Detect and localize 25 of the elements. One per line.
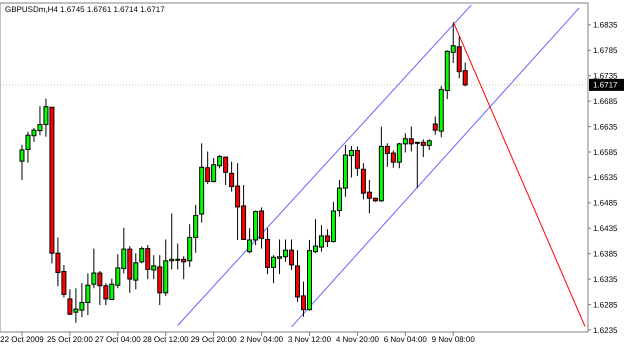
y-tick-label: 1.6485 xyxy=(593,198,618,208)
y-tick-label: 1.6535 xyxy=(593,173,618,182)
y-tick-label: 1.6835 xyxy=(593,20,618,30)
y-tick-label: 1.6285 xyxy=(593,300,618,310)
y-tick-label: 1.6685 xyxy=(593,96,618,106)
y-tick-label: 1.6435 xyxy=(593,224,618,234)
x-tick-label: 22 Oct 2009 xyxy=(0,335,44,344)
x-tick-label: 28 Oct 12:00 xyxy=(142,335,190,344)
y-tick-label: 1.6335 xyxy=(593,274,618,284)
x-tick-label: 4 Nov 20:00 xyxy=(336,335,380,344)
chart-title: GBPUSDm,H4 1.6745 1.6761 1.6714 1.6717 xyxy=(5,5,166,14)
x-tick-label: 9 Nov 08:00 xyxy=(432,335,476,344)
y-tick-label: 1.6385 xyxy=(593,249,618,258)
y-tick-label: 1.6635 xyxy=(593,122,618,132)
x-tick-label: 29 Oct 20:00 xyxy=(190,335,238,344)
x-tick-label: 25 Oct 20:00 xyxy=(46,335,94,344)
y-tick-label: 1.6785 xyxy=(593,46,618,56)
ref-line-label: 1.6717 xyxy=(593,80,618,90)
x-tick-label: 2 Nov 04:00 xyxy=(240,335,284,344)
y-tick-label: 1.6585 xyxy=(593,148,618,157)
x-tick-label: 27 Oct 04:00 xyxy=(94,335,142,344)
y-tick-label: 1.6235 xyxy=(593,326,618,335)
x-tick-label: 3 Nov 12:00 xyxy=(288,335,332,344)
y-tick-label: 1.6735 xyxy=(593,72,618,81)
x-tick-label: 6 Nov 04:00 xyxy=(384,335,428,344)
